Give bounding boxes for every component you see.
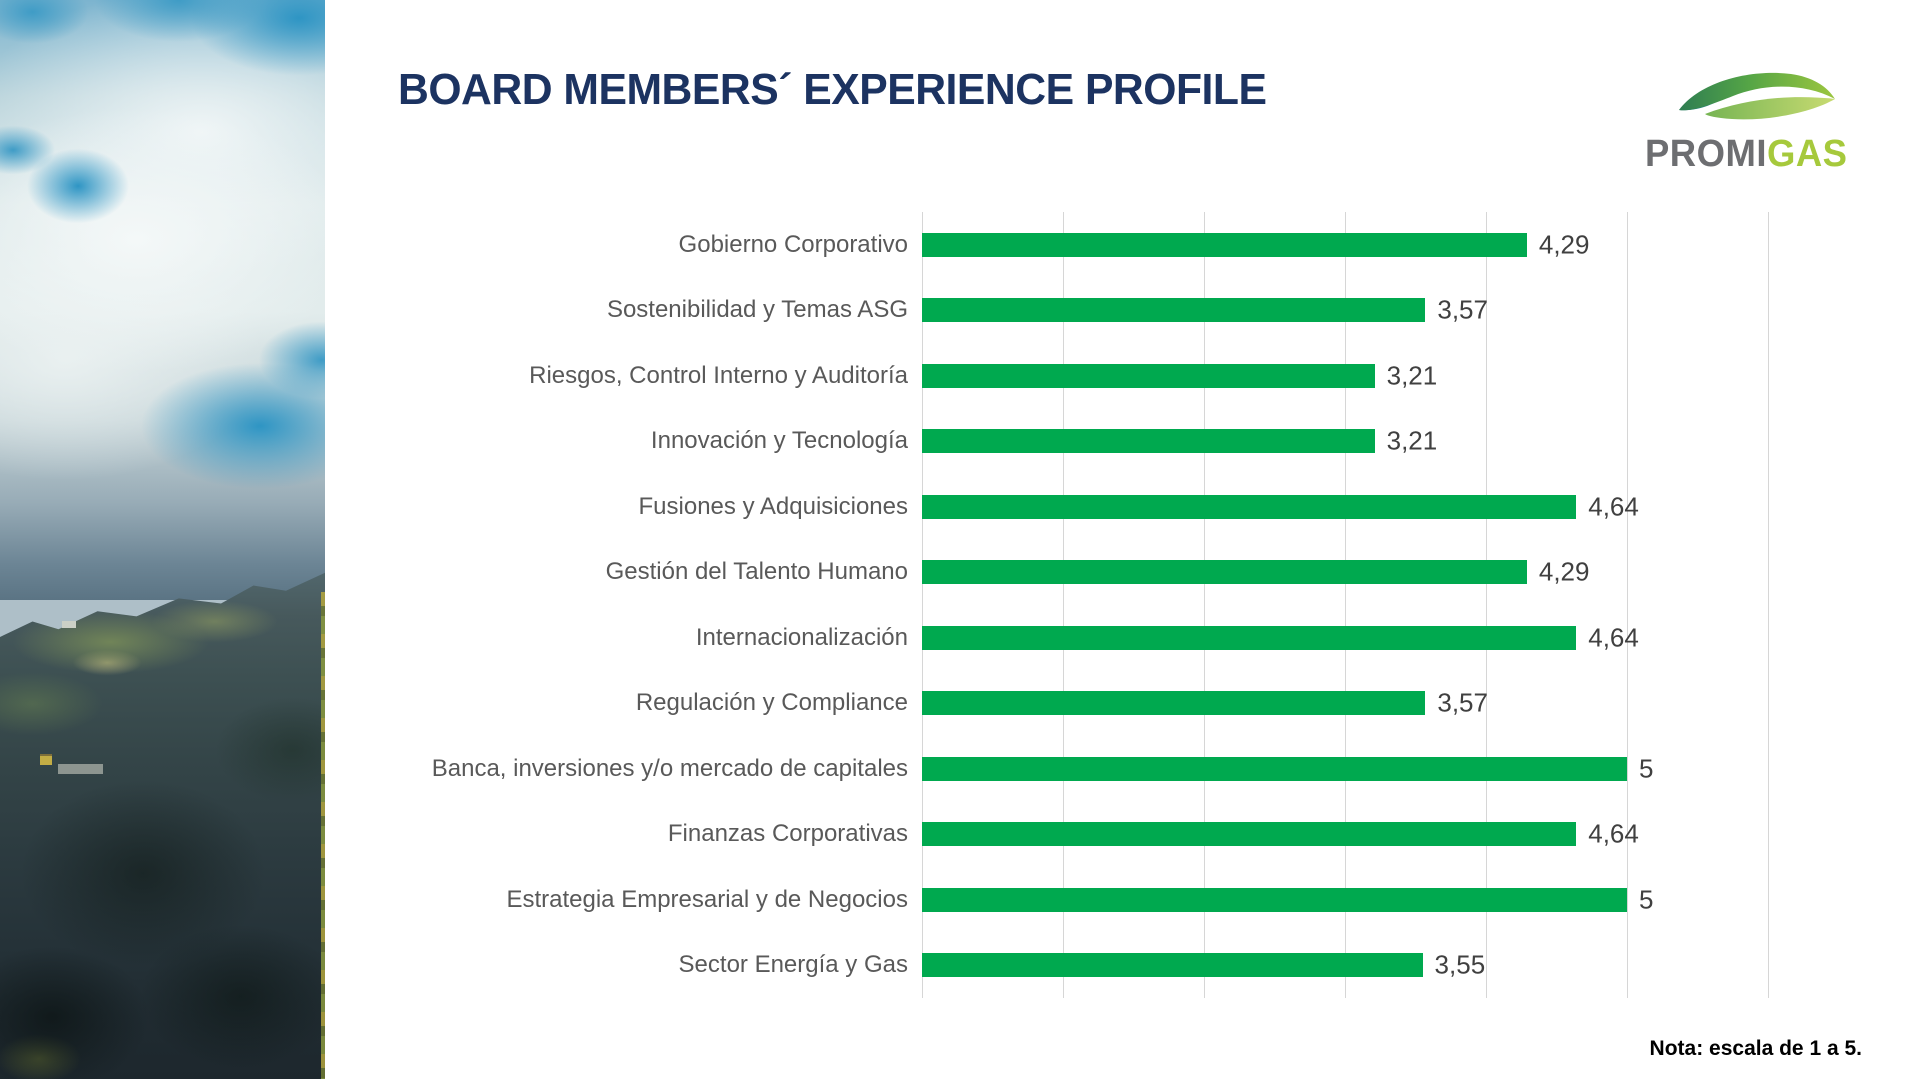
- value-label: 3,57: [1437, 687, 1488, 718]
- value-label: 4,29: [1538, 229, 1590, 260]
- left-photo: [0, 0, 325, 1079]
- scale-note: Nota: escala de 1 a 5.: [1649, 1037, 1862, 1060]
- bar-rows: Gobierno Corporativo 4,29 Sostenibilidad…: [432, 212, 1768, 999]
- category-label: Banca, inversiones y/o mercado de capita…: [431, 754, 908, 782]
- logo-text-promi: PROMI: [1645, 133, 1767, 175]
- bar-chart: Gobierno Corporativo 4,29 Sostenibilidad…: [432, 212, 1769, 999]
- bar-row: Internacionalización 4,64: [696, 605, 1768, 671]
- gridline: [1204, 212, 1205, 998]
- logo-text-gas: GAS: [1766, 133, 1848, 175]
- value-label: 3,21: [1386, 360, 1438, 391]
- page-title: BOARD MEMBERS´ EXPERIENCE PROFILE: [398, 65, 1267, 114]
- hillside-image: [0, 572, 325, 1079]
- category-label: Estrategia Empresarial y de Negocios: [506, 885, 908, 913]
- bar-row: Estrategia Empresarial y de Negocios 5: [506, 867, 1768, 933]
- ridge-house: [62, 621, 76, 628]
- value-label: 3,21: [1386, 425, 1438, 456]
- bar: [922, 756, 1627, 781]
- bar-row: Finanzas Corporativas 4,64: [668, 802, 1768, 868]
- bar-row: Riesgos, Control Interno y Auditoría 3,2…: [529, 343, 1768, 409]
- bar-row: Fusiones y Adquisiciones 4,64: [639, 474, 1768, 540]
- photo-edge-foliage: [321, 592, 325, 1079]
- bar-row: Gobierno Corporativo 4,29: [679, 212, 1768, 278]
- farm-building: [58, 764, 103, 774]
- bar-row: Sostenibilidad y Temas ASG 3,57: [607, 278, 1768, 344]
- category-label: Innovación y Tecnología: [650, 427, 908, 455]
- value-label: 3,57: [1437, 294, 1488, 325]
- sky-clouds-image: [0, 0, 325, 600]
- bar: [922, 953, 1423, 978]
- category-label: Internacionalización: [695, 623, 908, 651]
- bar: [922, 363, 1375, 388]
- category-label: Gestión del Talento Humano: [605, 558, 908, 586]
- value-label: 3,55: [1434, 949, 1486, 980]
- category-label: Fusiones y Adquisiciones: [638, 492, 908, 520]
- bar: [922, 625, 1577, 650]
- value-label: 4,64: [1588, 818, 1639, 849]
- category-label: Sostenibilidad y Temas ASG: [606, 296, 908, 324]
- gridline: [1768, 212, 1769, 998]
- category-label: Gobierno Corporativo: [678, 230, 908, 258]
- leaf-lower-wave: [1705, 97, 1835, 120]
- bar-row: Gestión del Talento Humano 4,29: [606, 540, 1768, 606]
- value-label: 4,29: [1538, 556, 1590, 587]
- category-label: Finanzas Corporativas: [667, 820, 908, 848]
- value-label: 5: [1639, 753, 1654, 784]
- bar: [922, 429, 1375, 454]
- gridline: [1345, 212, 1346, 998]
- value-label: 5: [1639, 884, 1654, 915]
- gridline: [1063, 212, 1064, 998]
- bar-row: Sector Energía y Gas 3,55: [679, 933, 1768, 999]
- value-label: 4,64: [1588, 622, 1639, 653]
- yellow-house: [40, 756, 52, 765]
- category-label: Riesgos, Control Interno y Auditoría: [529, 361, 908, 389]
- bar: [922, 232, 1527, 257]
- category-label: Regulación y Compliance: [635, 689, 908, 717]
- bar: [922, 494, 1577, 519]
- bar-row: Regulación y Compliance 3,57: [636, 671, 1768, 737]
- gridline: [1486, 212, 1487, 998]
- category-label: Sector Energía y Gas: [678, 951, 908, 979]
- logo-wordmark: PROMIGAS: [1645, 133, 1847, 176]
- bar-row: Banca, inversiones y/o mercado de capita…: [432, 736, 1768, 802]
- leaf-main: [1679, 72, 1835, 111]
- bar: [922, 887, 1627, 912]
- bar: [922, 691, 1426, 716]
- leaf-swoosh-icon: [1679, 72, 1835, 120]
- gridline: [1627, 212, 1628, 998]
- gridline: [922, 212, 923, 998]
- bar-row: Innovación y Tecnología 3,21: [651, 409, 1768, 475]
- promigas-logo: PROMIGAS: [1645, 68, 1847, 176]
- bar: [922, 822, 1577, 847]
- value-label: 4,64: [1588, 491, 1639, 522]
- bar: [922, 298, 1426, 323]
- bar: [922, 560, 1527, 585]
